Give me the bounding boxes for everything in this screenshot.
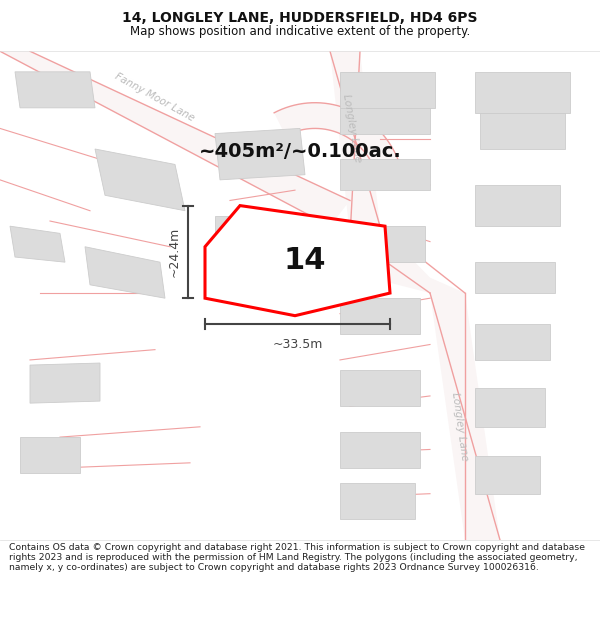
Polygon shape <box>430 293 500 540</box>
Polygon shape <box>340 298 420 334</box>
Polygon shape <box>475 72 570 113</box>
Polygon shape <box>85 247 165 298</box>
Text: Longley Lane: Longley Lane <box>341 94 363 163</box>
Polygon shape <box>95 149 185 211</box>
Text: Longley Lane: Longley Lane <box>450 392 470 462</box>
Polygon shape <box>350 226 465 293</box>
Text: 14, LONGLEY LANE, HUDDERSFIELD, HD4 6PS: 14, LONGLEY LANE, HUDDERSFIELD, HD4 6PS <box>122 11 478 25</box>
Polygon shape <box>475 456 540 494</box>
Polygon shape <box>340 483 415 519</box>
Polygon shape <box>480 113 565 149</box>
Polygon shape <box>340 72 435 108</box>
Polygon shape <box>340 432 420 468</box>
Polygon shape <box>215 216 310 278</box>
Polygon shape <box>475 324 550 360</box>
Polygon shape <box>340 108 430 134</box>
Polygon shape <box>205 206 390 316</box>
Text: Contains OS data © Crown copyright and database right 2021. This information is : Contains OS data © Crown copyright and d… <box>9 542 585 572</box>
Polygon shape <box>340 370 420 406</box>
Text: ~405m²/~0.100ac.: ~405m²/~0.100ac. <box>199 141 401 161</box>
Polygon shape <box>475 262 555 293</box>
Polygon shape <box>15 72 95 108</box>
Polygon shape <box>330 51 380 236</box>
Polygon shape <box>340 159 430 190</box>
Polygon shape <box>475 185 560 226</box>
Polygon shape <box>30 363 100 403</box>
Polygon shape <box>10 226 65 262</box>
Text: Fanny Moor Lane: Fanny Moor Lane <box>113 71 197 124</box>
Text: ~33.5m: ~33.5m <box>272 338 323 351</box>
Polygon shape <box>0 51 350 226</box>
Polygon shape <box>20 437 80 473</box>
Polygon shape <box>475 388 545 427</box>
Polygon shape <box>215 128 305 180</box>
Text: ~24.4m: ~24.4m <box>168 227 181 277</box>
Text: Map shows position and indicative extent of the property.: Map shows position and indicative extent… <box>130 26 470 39</box>
Polygon shape <box>274 102 404 185</box>
Polygon shape <box>340 226 425 262</box>
Text: 14: 14 <box>284 246 326 274</box>
